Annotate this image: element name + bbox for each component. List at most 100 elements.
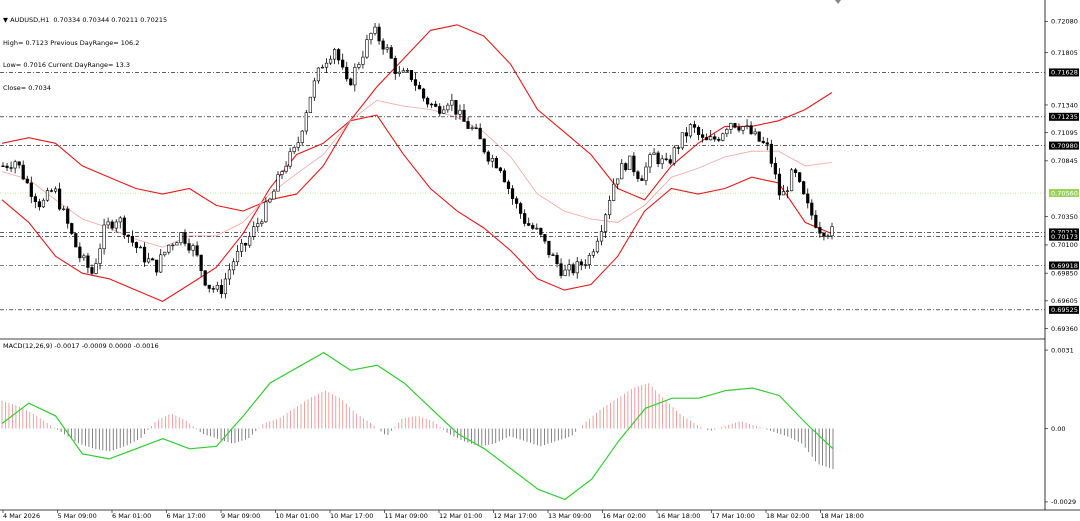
bear-candle bbox=[482, 138, 486, 153]
bull-candle bbox=[688, 124, 693, 137]
bear-candle bbox=[506, 181, 511, 189]
symbol-line[interactable]: ▼ AUDUSD,H1 0.70334 0.70344 0.70211 0.70… bbox=[3, 16, 168, 25]
bull-candle bbox=[268, 198, 272, 203]
bear-candle bbox=[389, 47, 393, 59]
bull-candle bbox=[789, 169, 794, 192]
macd-title: MACD(12,26,9) -0.0017 -0.0009 0.0000 -0.… bbox=[3, 342, 159, 350]
level-tag bbox=[1049, 189, 1079, 198]
bear-candle bbox=[551, 254, 555, 256]
bull-candle bbox=[709, 136, 713, 141]
bull-candle bbox=[320, 66, 325, 69]
bull-candle bbox=[401, 70, 405, 73]
bear-candle bbox=[494, 158, 498, 169]
level-tag-label: 0.70560 bbox=[1051, 189, 1078, 197]
bear-candle bbox=[25, 178, 29, 184]
bear-candle bbox=[547, 240, 551, 256]
bull-candle bbox=[146, 258, 151, 263]
bull-candle bbox=[62, 208, 66, 211]
time-tick-label: 12 Mar 01:00 bbox=[439, 512, 482, 520]
time-tick-label: 10 Mar 01:00 bbox=[276, 512, 319, 520]
bear-candle bbox=[421, 88, 426, 99]
bear-candle bbox=[539, 227, 543, 235]
bull-candle bbox=[82, 255, 86, 259]
bull-candle bbox=[215, 285, 219, 290]
bull-candle bbox=[13, 161, 17, 169]
level-tag bbox=[1049, 228, 1079, 237]
bear-candle bbox=[555, 254, 559, 265]
bull-candle bbox=[53, 188, 58, 192]
bear-candle bbox=[74, 233, 78, 248]
time-tick-label: 18 Mar 02:00 bbox=[766, 512, 809, 520]
bull-candle bbox=[373, 26, 377, 34]
bull-candle bbox=[296, 142, 300, 148]
bear-candle bbox=[527, 223, 531, 226]
price-axis: 0.72080 0.71805 0.71340 0.71095 0.70845 0.703… bbox=[1045, 18, 1079, 506]
bull-candle bbox=[256, 223, 260, 227]
bull-candle bbox=[607, 200, 612, 216]
bull-candle bbox=[106, 221, 110, 226]
bear-candle bbox=[393, 57, 397, 74]
bull-candle bbox=[725, 129, 729, 135]
bull-candle bbox=[138, 246, 143, 249]
bull-candle bbox=[167, 244, 171, 253]
bull-candle bbox=[118, 217, 122, 223]
bull-candle bbox=[248, 236, 252, 246]
bear-candle bbox=[705, 137, 709, 141]
bull-candle bbox=[587, 254, 591, 265]
bear-candle bbox=[502, 170, 507, 183]
bear-candle bbox=[814, 214, 818, 228]
menu-arrow-icon[interactable]: ▼ bbox=[3, 16, 8, 24]
bear-candle bbox=[66, 208, 70, 224]
bull-candle bbox=[785, 190, 790, 192]
bull-candle bbox=[98, 248, 102, 264]
bull-candle bbox=[628, 155, 632, 170]
bear-candle bbox=[696, 127, 701, 135]
bear-candle bbox=[737, 127, 741, 131]
bear-candle bbox=[430, 103, 434, 106]
middle-band-line bbox=[1, 99, 833, 248]
bear-candle bbox=[70, 223, 74, 234]
bull-candle bbox=[361, 56, 365, 65]
bear-candle bbox=[636, 171, 640, 179]
bull-candle bbox=[672, 147, 676, 164]
level-tag-label: 0.70980 bbox=[1051, 142, 1078, 150]
bull-candle bbox=[284, 165, 288, 172]
bull-candle bbox=[458, 109, 462, 115]
bull-candle bbox=[745, 125, 749, 127]
bull-candle bbox=[171, 244, 175, 247]
bull-candle bbox=[357, 64, 361, 68]
bear-candle bbox=[798, 172, 802, 182]
time-tick-label: 9 Mar 09:00 bbox=[221, 512, 260, 520]
bear-candle bbox=[765, 142, 769, 145]
bull-candle bbox=[94, 263, 98, 274]
lower-band-line bbox=[1, 114, 833, 303]
time-tick-label: 11 Mar 09:00 bbox=[385, 512, 428, 520]
bollinger-bands bbox=[1, 24, 833, 303]
macd-tick-label: 0.00 bbox=[1051, 425, 1065, 433]
bull-candle bbox=[175, 242, 179, 246]
bull-candle bbox=[583, 264, 587, 266]
ohlc-readout: AUDUSD,H1 0.70334 0.70344 0.70211 0.7021… bbox=[10, 16, 168, 24]
bear-candle bbox=[466, 121, 470, 129]
candlesticks bbox=[1, 22, 834, 299]
time-tick-label: 16 Mar 02:00 bbox=[603, 512, 646, 520]
bull-candle bbox=[563, 269, 567, 276]
bear-candle bbox=[692, 124, 697, 128]
time-tick-label: 5 Mar 09:00 bbox=[58, 512, 97, 520]
bear-candle bbox=[9, 167, 13, 169]
bull-candle bbox=[300, 130, 304, 143]
time-tick-label: 13 Mar 09:00 bbox=[548, 512, 591, 520]
bear-candle bbox=[337, 49, 341, 61]
bull-candle bbox=[603, 214, 608, 232]
bear-candle bbox=[519, 203, 523, 214]
bull-candle bbox=[45, 190, 50, 201]
close-readout: Close= 0.7034 bbox=[3, 83, 51, 92]
bear-candle bbox=[676, 147, 680, 149]
bull-candle bbox=[179, 232, 183, 244]
bull-candle bbox=[260, 221, 264, 224]
bear-candle bbox=[203, 270, 207, 286]
bear-candle bbox=[822, 232, 826, 237]
bear-candle bbox=[37, 201, 41, 208]
bear-candle bbox=[377, 26, 381, 42]
